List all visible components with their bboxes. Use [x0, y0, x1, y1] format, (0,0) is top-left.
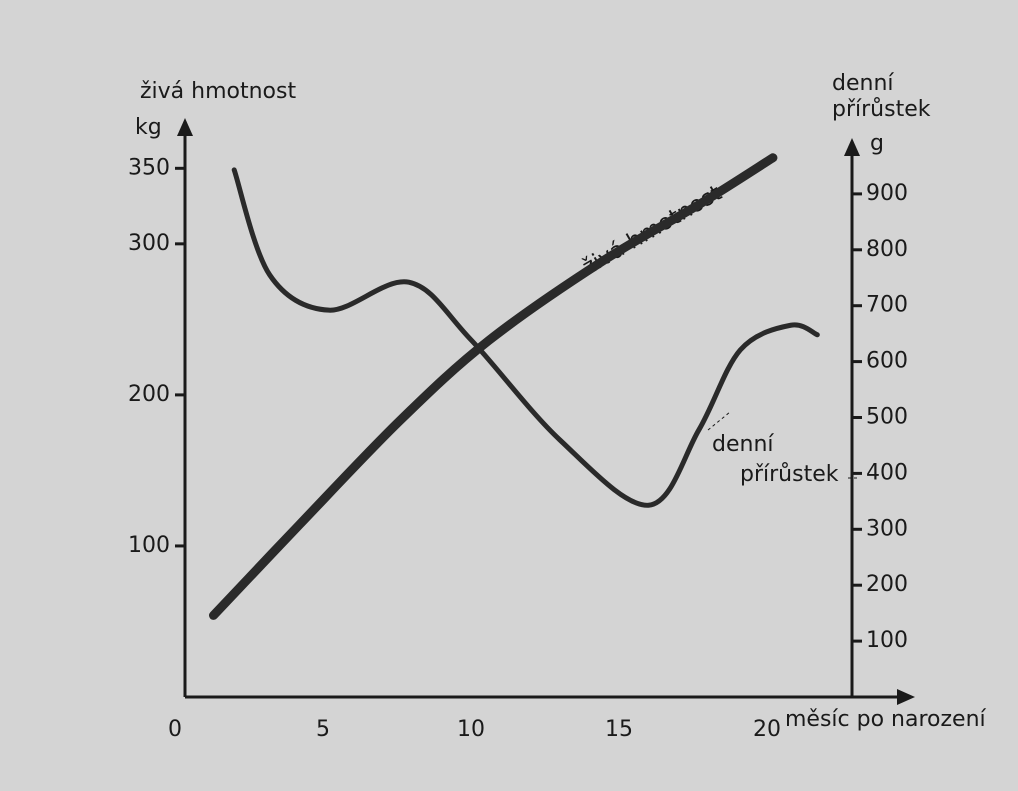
y-axis-unit: kg [135, 115, 162, 140]
y-tick-label: 350 [128, 155, 170, 180]
y2-tick-label: 400 [866, 460, 908, 485]
x-tick-label: 20 [753, 717, 781, 742]
x-axis-label: měsíc po narození [785, 707, 987, 732]
y-axis-label: živá hmotnost [140, 79, 296, 104]
y2-tick-label: 200 [866, 572, 908, 597]
y2-axis-label: přírůstek [832, 97, 931, 122]
x-tick-label: 5 [316, 717, 330, 742]
y2-tick-label: 600 [866, 349, 908, 374]
y2-tick-label: 900 [866, 181, 908, 206]
y2-tick-label: 300 [866, 516, 908, 541]
annotation: denní [712, 432, 774, 457]
x-tick-label: 0 [168, 717, 182, 742]
y2-tick-label: 500 [866, 405, 908, 430]
x-tick-label: 10 [457, 717, 485, 742]
y-tick-label: 200 [128, 382, 170, 407]
y-tick-label: 300 [128, 231, 170, 256]
chart: živá hmotnost kg denní přírůstek g měsíc… [0, 0, 1018, 791]
y2-axis-label: denní [832, 71, 894, 96]
annotation: přírůstek [740, 462, 839, 487]
y2-axis-unit: g [870, 131, 884, 156]
y2-tick-label: 100 [866, 628, 908, 653]
x-tick-label: 15 [605, 717, 633, 742]
y2-tick-label: 800 [866, 237, 908, 262]
y-tick-label: 100 [128, 533, 170, 558]
y2-tick-label: 700 [866, 293, 908, 318]
